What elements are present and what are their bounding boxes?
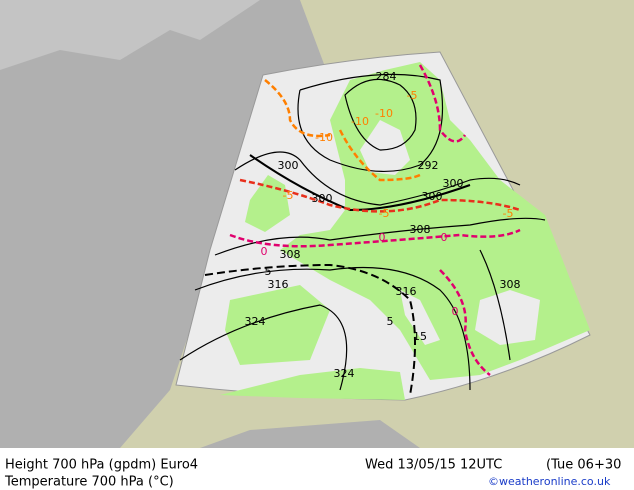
- greenland: [0, 0, 260, 70]
- contour-label: -5: [379, 207, 390, 220]
- contour-label: 300: [443, 177, 464, 190]
- title-height: Height 700 hPa (gpdm) Euro4: [5, 458, 198, 473]
- height-contours: [179, 73, 546, 391]
- contour-label: -10: [315, 131, 333, 144]
- thick-contours: [204, 154, 471, 396]
- contour-label: 308: [280, 248, 301, 261]
- contour-label: 15: [413, 330, 427, 343]
- contour-label: -5: [503, 207, 514, 220]
- contour-label: 0: [441, 231, 448, 244]
- contour-label: 308: [410, 223, 431, 236]
- contour-label: -10: [375, 107, 393, 120]
- seas-inside: [360, 120, 540, 345]
- contour-label: 0: [452, 305, 459, 318]
- height-labels: 284 292 300 300 300 300 308 308 308 316 …: [245, 70, 521, 380]
- valid-time: Wed 13/05/15 12UTC: [365, 458, 502, 473]
- contour-label: -5: [283, 189, 294, 202]
- contour-label: 0: [379, 231, 386, 244]
- contour-label: 316: [268, 278, 289, 291]
- lead-time: (Tue 06+30: [546, 458, 621, 473]
- temperature-labels: -10 -10 -10 -5 -5 -5 -5 0 0 0 0 5 5 15: [261, 89, 514, 343]
- contour-label: 316: [396, 285, 417, 298]
- temperature-contours: [229, 64, 521, 376]
- footer: [0, 448, 634, 490]
- contour-label: 300: [278, 159, 299, 172]
- contour-label: -10: [351, 115, 369, 128]
- contour-label: -5: [407, 89, 418, 102]
- contour-label: 324: [245, 315, 266, 328]
- contour-label: 324: [334, 367, 355, 380]
- contour-label: 308: [500, 278, 521, 291]
- contour-label: 284: [376, 70, 397, 83]
- contour-label: 5: [387, 315, 394, 328]
- contour-label: 292: [418, 159, 439, 172]
- credit: ©weatheronline.co.uk: [488, 475, 611, 488]
- contour-label: 300: [422, 190, 443, 203]
- contour-label: 5: [265, 265, 272, 278]
- contour-label: 300: [312, 192, 333, 205]
- title-temperature: Temperature 700 hPa (°C): [4, 475, 174, 490]
- contour-label: 0: [261, 245, 268, 258]
